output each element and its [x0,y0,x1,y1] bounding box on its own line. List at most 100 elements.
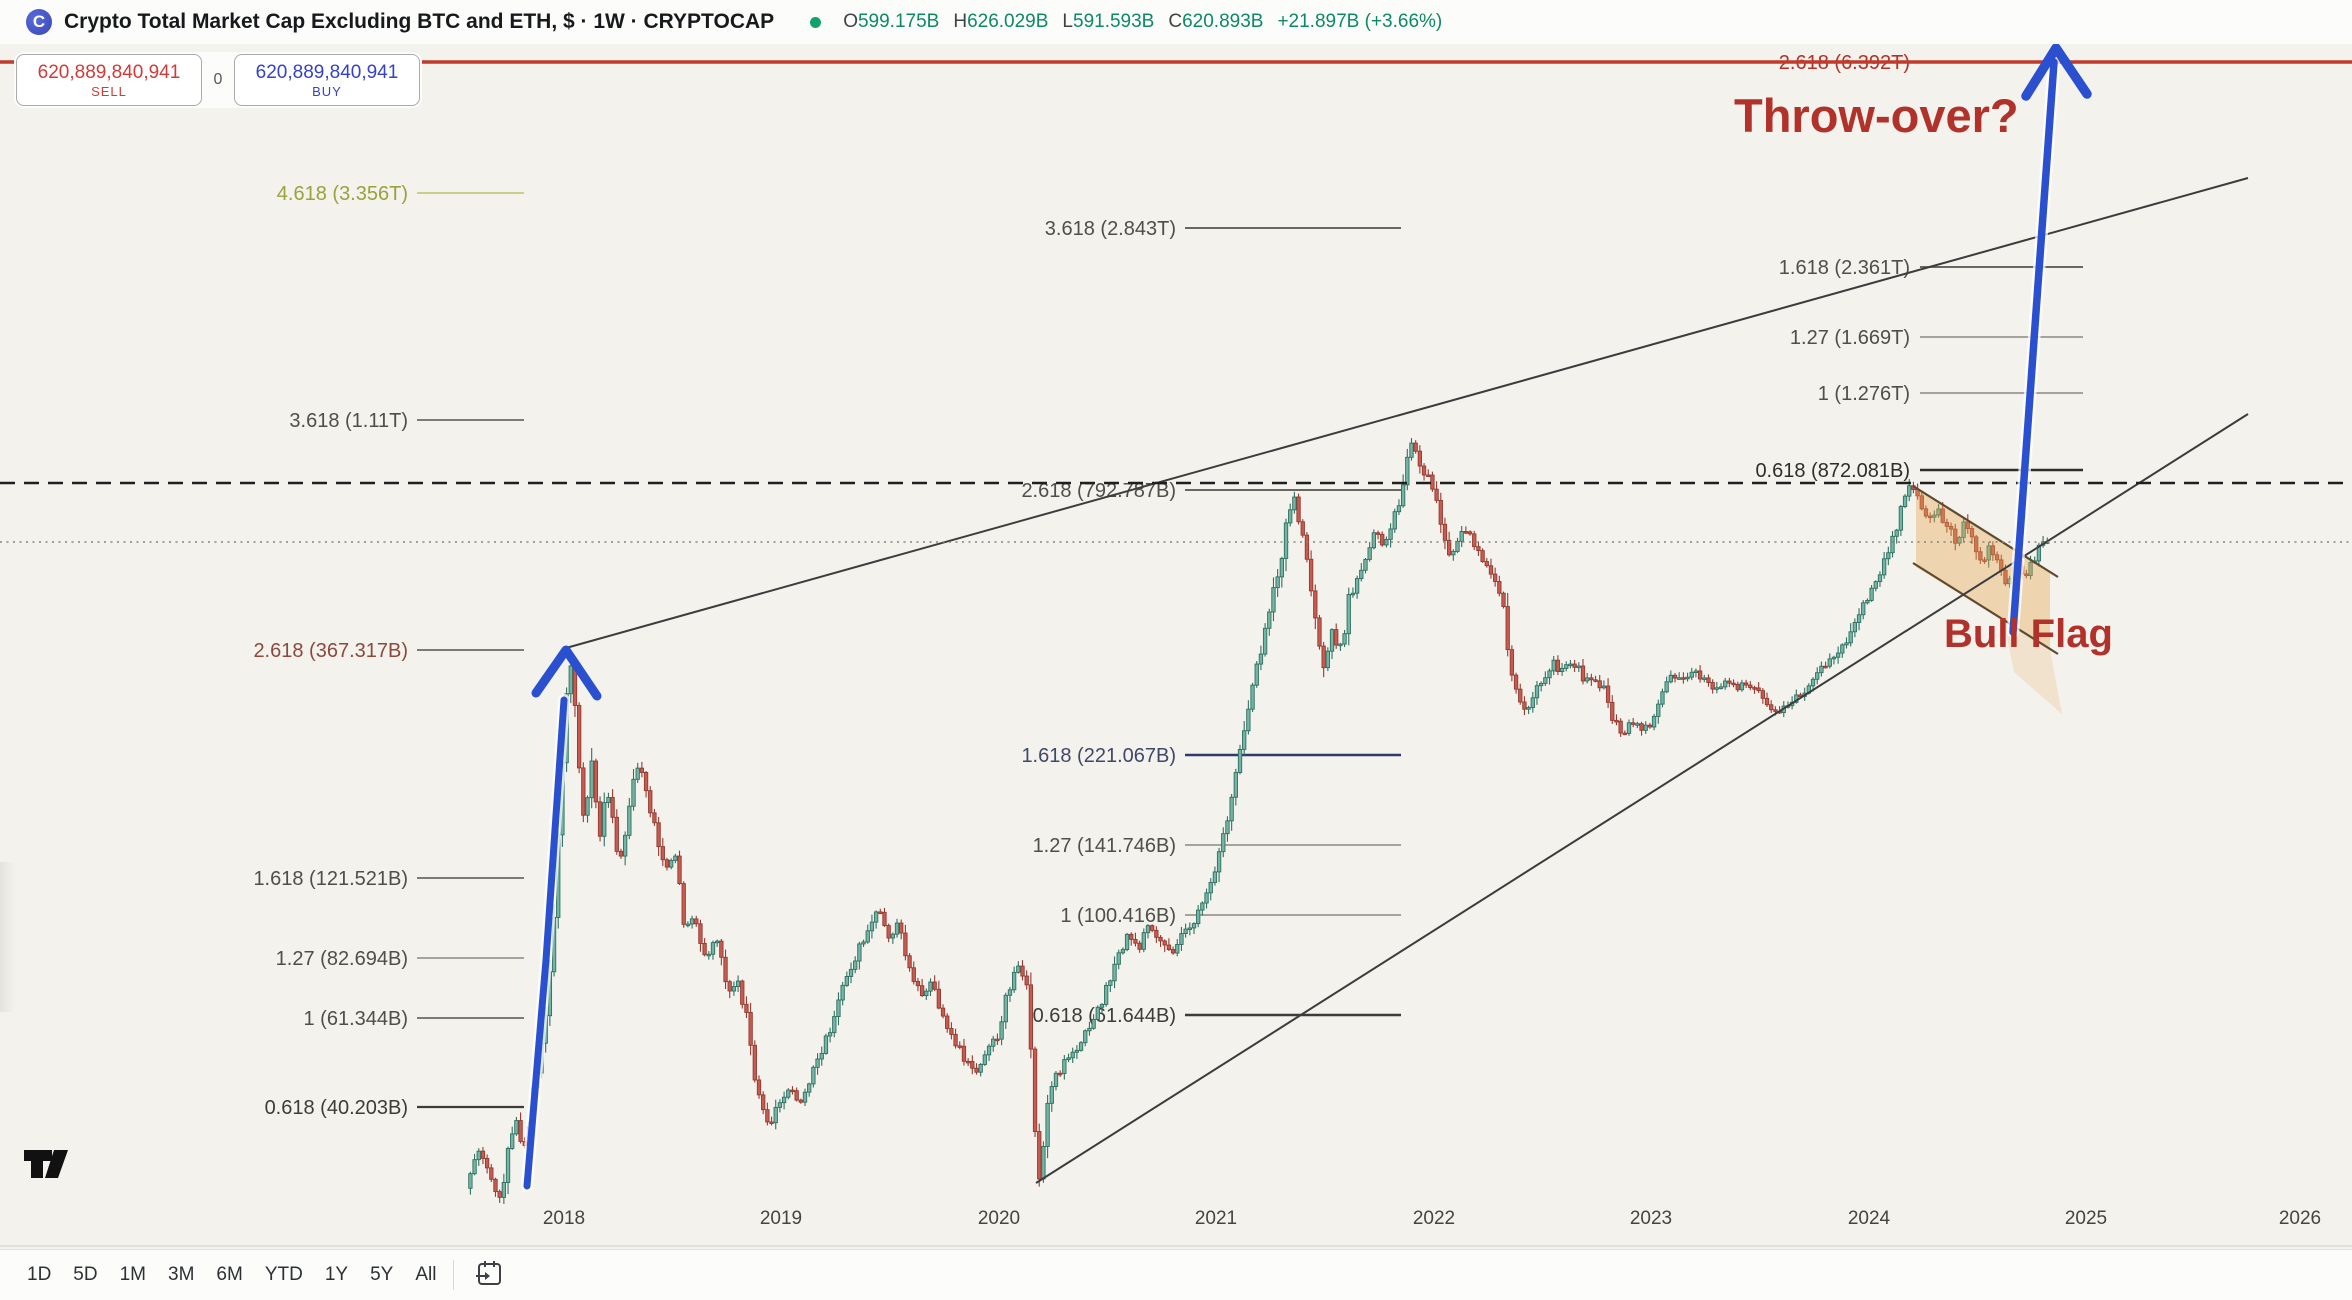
wedge-lower-trendline[interactable] [1035,413,2249,1184]
fib-level-label[interactable]: 1 (1.276T) [1818,383,1910,405]
bull-flag-channel-line[interactable] [1912,562,2059,655]
candle-body [702,942,707,956]
candle-body [1037,1131,1042,1180]
range-button-all[interactable]: All [404,1258,447,1292]
ohlc-item: L591.593B [1062,11,1155,32]
candle-body [1242,730,1247,750]
candle-body [1179,933,1184,945]
wedge-upper-trendline[interactable] [565,177,2249,649]
fib-level-label[interactable]: 1 (61.344B) [303,1008,408,1030]
candle-body [627,805,632,836]
candle-body [1204,892,1209,904]
candle-body [2036,544,2042,562]
tradingview-logo[interactable] [18,1144,88,1184]
candle-body [1551,659,1556,672]
arrow-throwover-shaft[interactable] [2009,58,2058,636]
candle-body [1664,681,1669,693]
fib-level-label[interactable]: 0.618 (872.081B) [1755,460,1910,482]
fib-level-label[interactable]: 2.618 (792.787B) [1021,480,1176,502]
candle-body [1124,933,1130,951]
fib-level-label[interactable]: 0.618 (40.203B) [265,1097,408,1119]
range-button-1y[interactable]: 1Y [314,1258,359,1292]
fib-level-label[interactable]: 3.618 (2.843T) [1045,218,1176,240]
candle-body [790,1089,795,1093]
trendlines-layer[interactable] [565,177,2249,1184]
sell-price: 620,889,840,941 [37,61,181,83]
candle-body [1948,525,1954,530]
candle-body [861,941,866,945]
candle-body [1865,599,1870,604]
candle-body [1028,984,1034,1050]
fib-level-label[interactable]: 4.618 (3.356T) [277,183,408,205]
range-button-5y[interactable]: 5Y [359,1258,404,1292]
symbol-title[interactable]: Crypto Total Market Cap Excluding BTC an… [64,10,775,33]
arrow-2018-top-head[interactable] [531,645,602,701]
candle-body [911,967,916,982]
candle-body [1748,684,1753,689]
candle-body [1308,558,1314,592]
candle-body [656,822,661,848]
candle-body [706,953,711,957]
candle-body [786,1089,791,1098]
fib-level-label[interactable]: 1.27 (82.694B) [276,948,408,970]
candle-body [685,923,691,927]
fib-level-label[interactable]: 3.618 (1.11T) [289,410,408,432]
candle-body [798,1099,803,1103]
range-button-1m[interactable]: 1M [109,1258,157,1292]
arrow-annotations-layer[interactable] [521,43,2092,1192]
candle-body [1986,545,1991,561]
range-button-5d[interactable]: 5D [62,1258,108,1292]
candlestick-series[interactable] [468,438,2050,1204]
candle-body [1643,724,1648,731]
candle-body [497,1191,502,1198]
candle-body [1049,1086,1054,1104]
candle-body [1764,697,1770,706]
candle-body [1706,677,1711,683]
candle-body [597,801,603,837]
bullflag-annotation[interactable]: Bull Flag [1944,612,2113,656]
fib-level-label[interactable]: 1.618 (121.521B) [253,868,408,890]
sell-button[interactable]: 620,889,840,941 SELL [16,54,202,106]
fib-level-label[interactable]: 1.27 (1.669T) [1790,327,1910,349]
fib-level-label[interactable]: 1 (100.416B) [1060,905,1176,927]
candle-body [1681,677,1686,680]
candle-body [1007,989,1013,996]
candle-body [1116,952,1121,965]
candle-body [919,985,925,997]
candle-body [777,1102,783,1108]
range-button-1d[interactable]: 1D [16,1258,62,1292]
range-button-ytd[interactable]: YTD [254,1258,314,1292]
candle-body [995,1038,1000,1042]
buy-button[interactable]: 620,889,840,941 BUY [234,54,420,106]
bull-flag-drawing[interactable] [1912,485,2062,714]
candle-body [1702,677,1707,680]
candle-body [1894,529,1899,537]
fib-level-label[interactable]: 1.618 (2.361T) [1779,257,1910,279]
candle-body [1990,545,1996,556]
candle-body [1898,506,1904,531]
arrow-throwover-head[interactable] [2021,43,2092,101]
fib-level-label[interactable]: 0.618 (61.644B) [1033,1005,1176,1027]
candle-body [1559,667,1565,673]
candle-body [840,984,845,1001]
candle-body [510,1133,515,1149]
bottom-toolbar: 1D 5D 1M 3M 6M YTD 1Y 5Y All [0,1249,2352,1300]
candle-body [1714,687,1719,690]
range-button-3m[interactable]: 3M [157,1258,205,1292]
candle-body [689,918,695,925]
candle-body [1610,701,1615,721]
fib-level-label[interactable]: 2.618 (367.317B) [253,640,408,662]
fib-level-label[interactable]: 1.618 (221.067B) [1021,745,1176,767]
candle-body [1032,1048,1038,1132]
throwover-annotation[interactable]: Throw-over? [1734,89,2019,142]
candle-body [936,988,942,1009]
arrow-2018-top-shaft[interactable] [523,696,568,1190]
symbol-logo-icon[interactable]: C [26,9,52,35]
go-to-date-button[interactable] [468,1257,510,1294]
bull-flag-channel-line[interactable] [1912,485,2059,578]
fib-level-label[interactable]: 1.27 (141.746B) [1033,835,1176,857]
toolbar-divider [453,1260,455,1290]
range-button-6m[interactable]: 6M [205,1258,253,1292]
